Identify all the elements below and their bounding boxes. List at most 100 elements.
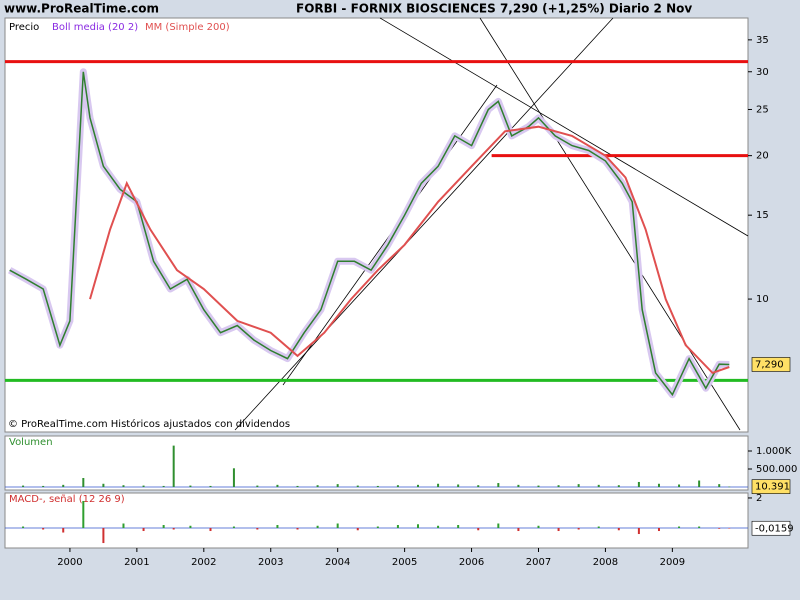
last-value-label: -0,0159: [755, 523, 794, 534]
bar: [22, 526, 25, 529]
bar: [477, 485, 480, 488]
bar: [82, 500, 85, 529]
x-tick-label: 2003: [258, 557, 283, 568]
bar: [376, 526, 379, 529]
y-tick-label: 20: [756, 151, 769, 162]
bar: [437, 525, 440, 529]
bar: [22, 485, 25, 488]
bar: [189, 525, 192, 529]
bar: [82, 478, 85, 488]
last-value-box: [751, 520, 791, 536]
bar: [256, 528, 259, 530]
last-value-label: 10.391: [755, 482, 790, 493]
bar: [209, 485, 212, 488]
bar: [296, 528, 299, 530]
last-value-label: 7,290: [755, 359, 784, 370]
note: © ProRealTime.com Históricos ajustados c…: [8, 418, 290, 430]
macd-panel: [4, 492, 749, 549]
chart-title: FORBI - FORNIX BIOSCIENCES 7,290 (+1,25%…: [296, 2, 692, 16]
bar: [417, 484, 420, 488]
bar: [497, 483, 500, 488]
bar: [162, 485, 165, 488]
bar: [356, 485, 359, 488]
legend-boll: Boll media (20 2): [52, 22, 138, 33]
macd-title: MACD-, señal (12 26 9): [9, 494, 125, 505]
x-tick-label: 2006: [459, 557, 484, 568]
price-panel: [4, 17, 749, 433]
y-tick-label: 1.000K: [756, 446, 792, 457]
bar: [678, 484, 681, 488]
y-tick-label: 25: [756, 104, 769, 115]
bar: [597, 484, 600, 488]
bar: [396, 485, 399, 488]
bar: [637, 528, 640, 535]
bar: [172, 445, 175, 488]
x-tick-label: 2004: [325, 557, 350, 568]
last-value-box: [751, 479, 791, 494]
bar: [122, 523, 125, 529]
bar: [718, 528, 721, 529]
bar: [316, 525, 319, 529]
bar: [517, 528, 520, 532]
y-tick-label: 2: [756, 493, 762, 504]
bar: [142, 528, 145, 532]
trend-line: [479, 17, 741, 431]
y-tick-label: 10: [756, 294, 769, 305]
volume-title: Volumen: [9, 437, 53, 448]
bar: [42, 485, 45, 488]
y-tick-label: 35: [756, 35, 769, 46]
volume-panel: [4, 435, 749, 491]
bar: [396, 525, 399, 529]
bar: [457, 484, 460, 488]
x-tick-label: 2002: [191, 557, 216, 568]
bar: [617, 485, 620, 488]
bar: [62, 528, 65, 533]
bar: [657, 528, 660, 532]
x-tick-label: 2000: [57, 557, 82, 568]
bar: [718, 484, 721, 488]
x-tick-label: 2008: [593, 557, 618, 568]
ma-line: [89, 125, 730, 375]
bar: [142, 485, 145, 488]
bar: [557, 528, 560, 532]
bar: [316, 485, 319, 488]
bar: [728, 528, 731, 529]
x-tick-label: 2007: [526, 557, 551, 568]
bar: [336, 484, 339, 488]
bar: [657, 483, 660, 488]
x-tick-label: 2009: [660, 557, 685, 568]
bar: [122, 485, 125, 488]
bar: [256, 485, 259, 488]
bar: [728, 486, 731, 488]
bar: [517, 484, 520, 488]
bar: [232, 468, 235, 488]
x-tick-label: 2001: [124, 557, 149, 568]
bar: [457, 525, 460, 529]
bar: [678, 526, 681, 529]
bar: [537, 485, 540, 488]
y-tick-label: 30: [756, 67, 769, 78]
legend-ma: MM (Simple 200): [145, 22, 230, 33]
price-line: [9, 71, 730, 397]
bar: [102, 528, 105, 544]
bar: [537, 525, 540, 529]
bar: [597, 526, 600, 529]
bar: [477, 528, 480, 531]
y-tick-label: 15: [756, 210, 769, 221]
bar: [376, 485, 379, 488]
site-name: www.ProRealTime.com: [4, 2, 159, 16]
bar: [296, 485, 299, 488]
x-tick-label: 2005: [392, 557, 417, 568]
last-value-box: [751, 357, 791, 372]
bar: [497, 523, 500, 529]
bar: [437, 483, 440, 488]
bar: [209, 528, 212, 532]
bar: [637, 481, 640, 488]
bar: [698, 526, 701, 529]
bar: [189, 485, 192, 488]
bar: [102, 483, 105, 488]
bar: [172, 528, 175, 530]
bar: [42, 528, 45, 530]
y-tick-label: 500.000: [756, 464, 797, 475]
